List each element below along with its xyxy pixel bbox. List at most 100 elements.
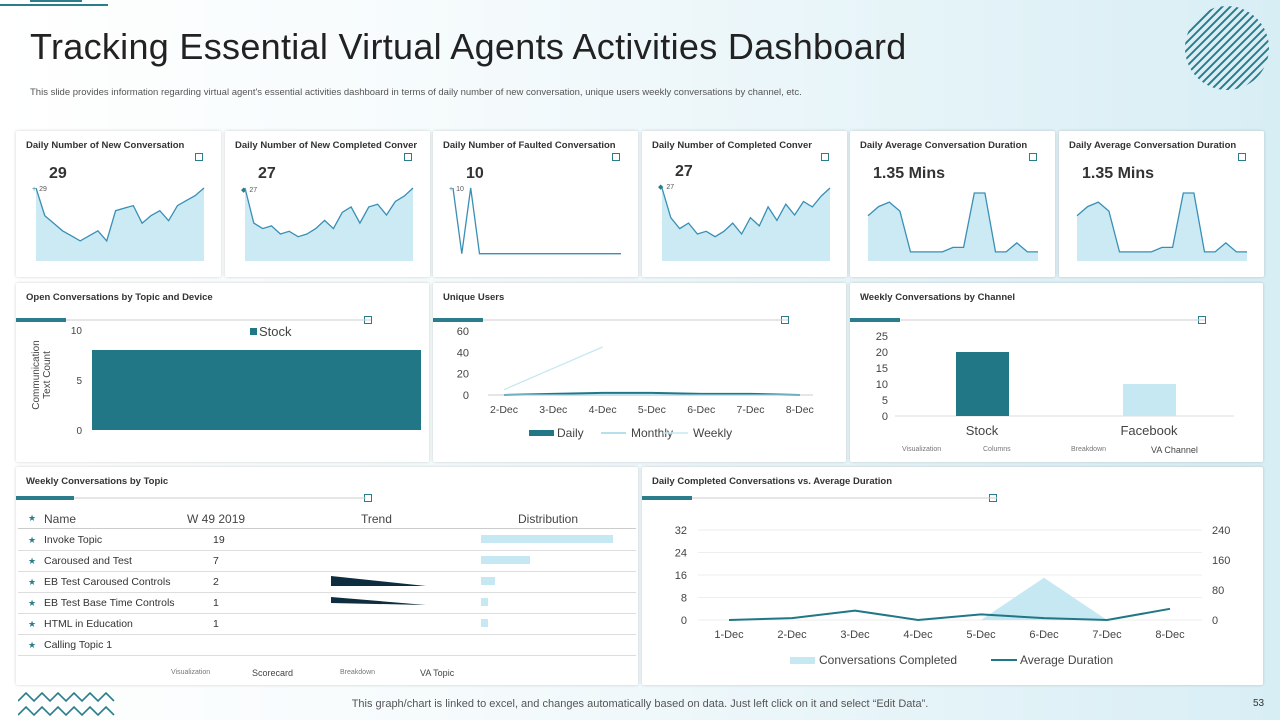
series-area-conversations-completed xyxy=(729,577,1170,620)
kpi-title: Daily Number of New Conversation xyxy=(26,140,185,151)
x-tick-label: 6-Dec xyxy=(687,404,715,416)
weekly-topic-card[interactable]: Weekly Conversations by Topic ★ Name W 4… xyxy=(16,467,638,685)
kpi-small-number: 10 xyxy=(456,186,464,193)
unique-users-chart: 0 20 40 60 2-Dec 3-Dec 4-Dec 5-Dec 6-Dec 7-Dec 8-D… xyxy=(433,318,814,440)
x-tick-label: 4-Dec xyxy=(589,404,617,416)
open-conversations-chart: 0 5 10 Stock Communication Text Count xyxy=(16,318,421,437)
y-tick-label: 20 xyxy=(876,347,888,359)
x-tick-label: 3-Dec xyxy=(840,629,870,641)
kpi-small-number: 27 xyxy=(666,184,675,191)
kpi-marker: ◆ xyxy=(241,187,247,194)
header-accent xyxy=(433,318,483,322)
selection-handle[interactable] xyxy=(195,153,203,161)
legend-swatch-daily xyxy=(529,430,554,436)
table-row[interactable]: ★ HTML in Education 1 xyxy=(18,614,636,635)
star-icon: ★ xyxy=(28,640,37,650)
star-icon: ★ xyxy=(28,598,37,608)
kpi-card[interactable]: Daily Number of Completed Conver 27 ◆ 27 xyxy=(642,131,847,277)
row-name: Caroused and Test xyxy=(44,555,132,567)
kpi-title: Daily Number of Completed Conver xyxy=(652,140,812,151)
kpi-card[interactable]: Daily Average Conversation Duration 1.35 … xyxy=(1059,131,1264,277)
table-header: ★ Name W 49 2019 Trend Distribution xyxy=(18,508,636,529)
header-accent xyxy=(850,318,900,322)
unique-users-title: Unique Users xyxy=(443,292,505,303)
unique-users-card[interactable]: Unique Users 0 20 40 60 2-Dec 3-Dec 4-Dec 5-Dec… xyxy=(433,283,846,462)
distribution-bar xyxy=(481,598,488,606)
kpi-title: Daily Average Conversation Duration xyxy=(1069,140,1237,151)
legend-label-stock: Stock xyxy=(259,324,292,339)
y-tick-label: 16 xyxy=(675,570,687,582)
row-value: 1 xyxy=(213,618,219,630)
y-tick-label: 0 xyxy=(76,426,82,437)
legend-label-daily: Daily xyxy=(557,426,584,440)
selection-handle[interactable] xyxy=(821,153,829,161)
kpi-sparkline xyxy=(867,192,1038,261)
kpi-small-value: ◆ 27 xyxy=(241,186,257,194)
selection-handle[interactable] xyxy=(1238,153,1246,161)
sparkline-line xyxy=(1076,192,1247,253)
footer-visualization: Visualization xyxy=(902,446,942,453)
kpi-card[interactable]: Daily Number of New Completed Conver 27 ◆ 2… xyxy=(225,131,430,277)
series-line-average-duration xyxy=(728,607,1171,622)
x-tick-label: 1-Dec xyxy=(714,629,744,641)
row-name: EB Test Base Time Controls xyxy=(44,597,175,609)
kpi-title: Daily Number of Faulted Conversation xyxy=(443,140,616,151)
header-accent xyxy=(642,496,692,500)
kpi-card[interactable]: Daily Number of Faulted Conversation 10 +1… xyxy=(433,131,638,277)
header-distribution: Distribution xyxy=(518,512,579,526)
selection-handle[interactable] xyxy=(612,153,620,161)
selection-handle[interactable] xyxy=(404,153,412,161)
kpi-marker: + xyxy=(449,186,454,193)
table-row[interactable]: ★ Invoke Topic 19 xyxy=(18,530,636,551)
distribution-bar xyxy=(481,619,488,627)
row-value: 19 xyxy=(213,534,225,546)
y2-tick-label: 160 xyxy=(1212,555,1230,567)
weekly-channel-card[interactable]: Weekly Conversations by Channel 0 5 10 15 20… xyxy=(850,283,1263,462)
y-tick-label: 5 xyxy=(882,395,888,407)
legend-swatch-stock xyxy=(250,328,257,335)
row-name: HTML in Education xyxy=(44,618,133,630)
star-icon: ★ xyxy=(28,513,37,523)
sparkline-line xyxy=(244,187,414,238)
kpi-small-value: ◆ 27 xyxy=(658,183,674,191)
y-tick-label: 8 xyxy=(681,593,687,605)
sparkline-area xyxy=(868,193,1038,261)
kpi-card[interactable]: Daily Average Conversation Duration 1.35 … xyxy=(850,131,1055,277)
hatched-circle-icon xyxy=(1185,6,1269,90)
open-conversations-title: Open Conversations by Topic and Device xyxy=(26,292,213,303)
x-tick-label: 6-Dec xyxy=(1029,629,1059,641)
table-row[interactable]: ★ Calling Topic 1 xyxy=(18,635,636,656)
top-accent-rule xyxy=(0,4,108,6)
selection-handle[interactable] xyxy=(1029,153,1037,161)
y-tick-label: 40 xyxy=(457,347,469,359)
table-row[interactable]: ★ EB Test Base Time Controls 1 xyxy=(18,593,636,614)
zigzag-decoration xyxy=(18,691,115,717)
footer-va-topic: VA Topic xyxy=(420,668,455,678)
trend-sparkline xyxy=(331,597,426,605)
row-name: Calling Topic 1 xyxy=(44,639,113,651)
y-tick-label: 5 xyxy=(76,376,82,387)
daily-completed-card[interactable]: Daily Completed Conversations vs. Averag… xyxy=(642,467,1263,685)
table-row[interactable]: ★ Caroused and Test 7 xyxy=(18,551,636,572)
table-row[interactable]: ★ EB Test Caroused Controls 2 xyxy=(18,572,636,593)
x-tick-label: 7-Dec xyxy=(1092,629,1122,641)
sparkline-area xyxy=(662,188,830,261)
sparkline-line xyxy=(35,187,205,243)
x-tick-label: 3-Dec xyxy=(539,404,567,416)
kpi-marker: ◆ xyxy=(658,184,664,191)
kpi-card[interactable]: Daily Number of New Conversation 29 +29 xyxy=(16,131,221,277)
y2-tick-label: 0 xyxy=(1212,615,1218,627)
kpi-value: 27 xyxy=(675,163,693,180)
sparkline-line xyxy=(661,187,831,238)
footer-columns: Columns xyxy=(983,446,1011,453)
legend-swatch-conversations xyxy=(790,657,815,664)
open-conversations-card[interactable]: Open Conversations by Topic and Device 0… xyxy=(16,283,429,462)
sparkline-line xyxy=(452,187,621,255)
kpi-value: 29 xyxy=(49,165,67,182)
sparkline-area xyxy=(1077,193,1247,261)
x-tick-label: 4-Dec xyxy=(903,629,933,641)
x-category-label: Facebook xyxy=(1120,423,1178,438)
x-tick-label: 2-Dec xyxy=(490,404,518,416)
legend-label-duration: Average Duration xyxy=(1020,653,1113,667)
sparkline-area xyxy=(36,188,204,261)
